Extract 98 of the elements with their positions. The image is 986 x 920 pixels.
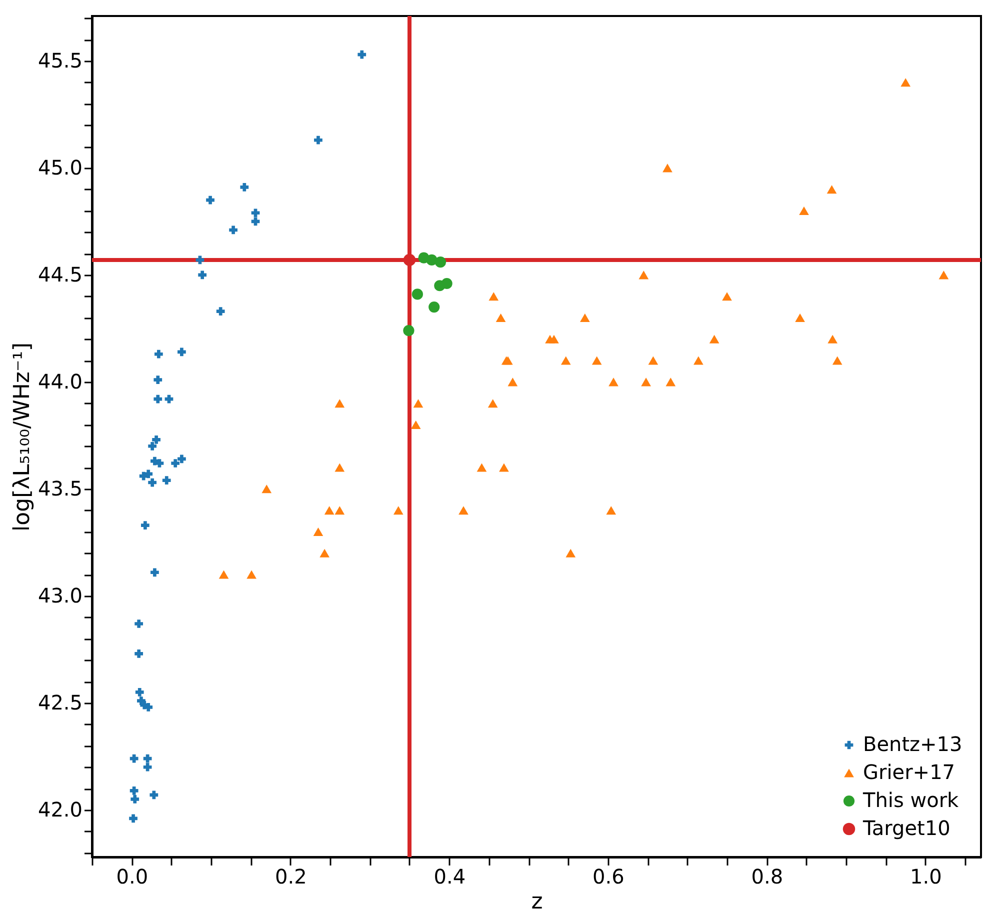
point <box>324 506 334 515</box>
y-tick-label: 44.5 <box>38 262 82 286</box>
legend-label: Grier+17 <box>863 760 956 784</box>
y-tick-label: 42.5 <box>38 690 82 714</box>
point <box>134 620 144 628</box>
point <box>144 470 153 478</box>
point <box>313 527 324 536</box>
point <box>154 394 162 404</box>
point <box>135 688 144 696</box>
point <box>488 399 498 408</box>
point <box>832 356 842 365</box>
point <box>410 420 421 429</box>
point <box>143 762 152 772</box>
point <box>134 650 144 658</box>
point <box>441 278 452 290</box>
point <box>358 50 366 59</box>
point <box>606 506 616 515</box>
point <box>148 478 157 487</box>
x-tick-label: 0.8 <box>751 864 784 888</box>
point <box>154 350 163 358</box>
point <box>320 548 330 558</box>
point <box>938 270 949 280</box>
point <box>130 786 138 795</box>
point <box>152 436 160 444</box>
point <box>412 288 423 300</box>
point <box>251 208 260 218</box>
x-axis-title: z <box>531 890 543 914</box>
point <box>641 378 651 386</box>
point <box>393 506 404 515</box>
point <box>218 570 229 579</box>
point <box>216 307 225 316</box>
point <box>580 313 590 322</box>
point <box>314 136 322 144</box>
point <box>458 506 468 515</box>
point <box>229 226 238 234</box>
point <box>795 313 805 322</box>
x-tick-label: 1.0 <box>910 864 942 888</box>
x-tick-label: 0.6 <box>592 864 624 888</box>
point <box>694 356 704 365</box>
point <box>828 334 838 344</box>
point <box>206 196 214 204</box>
point <box>178 348 186 356</box>
point <box>403 254 416 266</box>
y-tick-label: 42.0 <box>38 797 82 822</box>
point <box>592 356 602 365</box>
y-tick-label: 44.0 <box>38 369 82 394</box>
point <box>154 376 162 384</box>
y-tick-label: 43.0 <box>38 583 82 608</box>
y-axis-title: log[λL₅₁₀₀/WHz⁻¹] <box>10 342 35 532</box>
point <box>799 206 809 215</box>
point <box>428 301 440 313</box>
y-tick-label: 45.0 <box>38 155 82 180</box>
point <box>198 270 207 280</box>
point <box>666 378 676 386</box>
point <box>403 325 414 336</box>
point <box>129 814 138 823</box>
point <box>262 484 272 494</box>
point <box>334 506 345 515</box>
point <box>496 313 506 322</box>
point <box>130 795 140 804</box>
x-tick-label: 0.4 <box>434 864 466 888</box>
point <box>246 570 256 579</box>
point <box>566 548 576 558</box>
point <box>150 568 159 577</box>
point <box>178 454 186 464</box>
point <box>162 476 171 485</box>
x-tick-label: 0.2 <box>275 864 307 888</box>
legend-label: This work <box>862 788 960 812</box>
point <box>434 256 446 268</box>
point <box>334 463 345 472</box>
point <box>240 183 249 192</box>
point <box>141 521 150 530</box>
point <box>499 463 509 472</box>
point <box>334 399 345 408</box>
point <box>155 459 164 468</box>
legend-label: Target10 <box>862 816 950 840</box>
point <box>488 292 499 301</box>
point <box>148 442 157 450</box>
point <box>476 463 487 472</box>
point <box>662 164 672 172</box>
point <box>709 334 720 344</box>
y-tick-label: 43.5 <box>38 476 82 500</box>
point <box>508 378 518 386</box>
point <box>722 292 732 301</box>
point <box>648 356 658 365</box>
point <box>560 356 571 365</box>
legend-label: Bentz+13 <box>863 732 962 756</box>
point <box>413 399 424 408</box>
point <box>130 754 138 763</box>
point <box>608 378 618 386</box>
y-tick-label: 45.5 <box>38 48 82 72</box>
point <box>549 334 559 344</box>
point <box>638 270 649 280</box>
point <box>150 790 158 800</box>
point <box>826 185 837 194</box>
x-tick-label: 0.0 <box>116 864 148 888</box>
point <box>900 78 911 87</box>
point <box>171 459 180 468</box>
